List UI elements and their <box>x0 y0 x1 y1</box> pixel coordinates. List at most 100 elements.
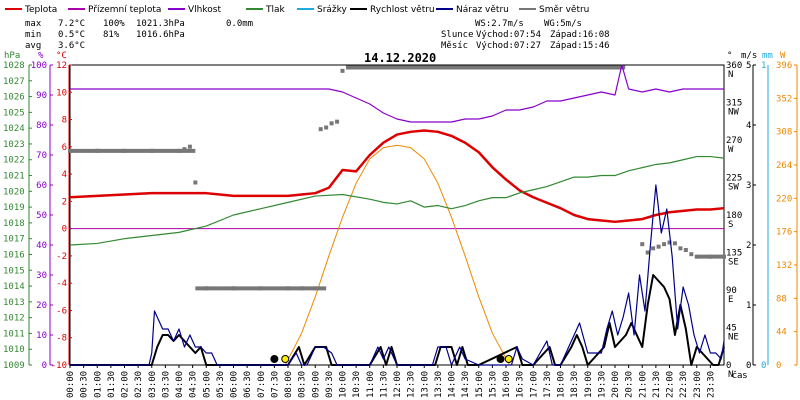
y-tick-rain: 1 <box>761 61 766 71</box>
stat-avg-temp: 3.6°C <box>58 41 85 51</box>
series-rychlost-větru <box>70 274 725 366</box>
y-tick-solar: 220 <box>776 194 792 204</box>
y-tick-temperature: 6 <box>62 143 67 153</box>
wind-direction-point <box>335 119 340 124</box>
y-tick-hpa: 1020 <box>3 187 25 197</box>
y-tick-humidity: 20 <box>36 301 47 311</box>
y-tick-solar: 0 <box>776 361 781 371</box>
x-tick-label: 17:30 <box>543 371 553 398</box>
wind-gust-info: WG:5m/s <box>544 19 582 29</box>
x-tick-label: 19:30 <box>597 371 607 398</box>
y-tick-wind-speed: 2 <box>746 241 751 251</box>
y-tick-direction: 225 <box>726 174 742 184</box>
legend-entry: Tlak <box>265 5 286 15</box>
x-tick-label: 13:00 <box>420 371 430 398</box>
y-tick-solar: 44 <box>776 328 787 338</box>
y-tick-hpa: 1026 <box>3 93 25 103</box>
y-tick-hpa: 1017 <box>3 235 25 245</box>
x-tick-label: 11:00 <box>366 371 376 398</box>
y-tick-temperature: -10 <box>51 361 67 371</box>
wind-direction-point <box>678 246 683 251</box>
y-tick-direction-compass: N <box>728 70 733 80</box>
y-tick-temperature: -4 <box>56 279 67 289</box>
moonrise-marker <box>270 355 279 363</box>
x-tick-label: 15:00 <box>475 371 485 398</box>
y-tick-hpa: 1028 <box>3 61 25 71</box>
series-náraz-větru <box>70 184 725 366</box>
y-tick-hpa: 1014 <box>3 282 25 292</box>
y-tick-hpa: 1027 <box>3 77 25 87</box>
x-tick-label: 16:00 <box>502 371 512 398</box>
x-tick-label: 00:30 <box>80 371 90 398</box>
stat-min-pressure: 1016.6hPa <box>136 30 185 40</box>
x-tick-label: 08:00 <box>284 371 294 398</box>
legend: Teplota Přízemní teplota Vlhkost Tlak Srážky… <box>5 5 589 15</box>
axis-unit-temp: °C <box>56 51 67 61</box>
x-tick-label: 22:00 <box>666 371 676 398</box>
y-tick-humidity: 100 <box>31 61 47 71</box>
wind-direction-point <box>683 248 688 252</box>
wind-direction-point <box>651 246 656 251</box>
y-tick-temperature: 0 <box>62 225 67 235</box>
wind-direction-point <box>662 242 667 247</box>
y-tick-wind-speed: 4 <box>746 121 751 131</box>
wind-direction-point <box>318 127 323 132</box>
legend-entry: Směr větru <box>539 5 589 15</box>
x-tick-label: 17:00 <box>529 371 539 398</box>
y-tick-wind-speed: 3 <box>746 181 751 191</box>
x-tick-label: 02:00 <box>121 371 131 398</box>
y-tick-humidity: 90 <box>36 91 47 101</box>
series-solar <box>284 144 510 366</box>
y-tick-direction: 270 <box>726 136 742 146</box>
y-tick-humidity: 40 <box>36 241 47 251</box>
x-tick-label: 18:30 <box>570 371 580 398</box>
y-tick-temperature: -2 <box>56 252 67 262</box>
x-tick-label: 10:00 <box>339 371 349 398</box>
x-tick-label: 01:00 <box>93 371 103 398</box>
y-tick-direction-compass: S <box>728 220 733 230</box>
x-tick-label: 05:00 <box>202 371 212 398</box>
x-tick-label: 22:30 <box>679 371 689 398</box>
x-tick-label: 00:00 <box>66 371 76 398</box>
stat-avg-label: avg <box>25 41 41 51</box>
axis-unit-dir: ° <box>727 51 732 61</box>
wind-direction-point <box>187 144 192 149</box>
y-tick-hpa: 1021 <box>3 172 25 182</box>
x-tick-label: 09:30 <box>325 371 335 398</box>
moon-set: Západ:15:46 <box>550 41 610 51</box>
y-tick-humidity: 70 <box>36 151 47 161</box>
y-tick-humidity: 80 <box>36 121 47 131</box>
y-tick-temperature: 2 <box>62 197 67 207</box>
x-tick-label: 08:30 <box>298 371 308 398</box>
x-tick-label: 14:00 <box>448 371 458 398</box>
wind-direction-point <box>645 250 650 255</box>
y-tick-hpa: 1023 <box>3 140 25 150</box>
x-tick-label: 04:30 <box>189 371 199 398</box>
y-tick-hpa: 1025 <box>3 108 25 118</box>
x-tick-label: 20:30 <box>625 371 635 398</box>
y-tick-direction-compass: SE <box>728 258 739 268</box>
legend-entry: Vlhkost <box>188 5 221 15</box>
y-tick-hpa: 1009 <box>3 361 25 371</box>
wind-direction-point <box>340 68 345 73</box>
y-tick-rain: 0 <box>761 361 766 371</box>
y-tick-temperature: -6 <box>56 306 67 316</box>
x-tick-label: 23:00 <box>693 371 703 398</box>
x-tick-label: 10:30 <box>352 371 362 398</box>
x-tick-label: 13:30 <box>434 371 444 398</box>
wind-speed-info: WS:2.7m/s <box>475 19 524 29</box>
axis-unit-pct: % <box>38 51 44 61</box>
wind-direction-point <box>656 244 661 249</box>
x-tick-label: 06:00 <box>230 371 240 398</box>
x-tick-label: 03:00 <box>148 371 158 398</box>
sunrise-marker <box>281 355 290 363</box>
series-teplota <box>69 129 725 224</box>
x-tick-label: 15:30 <box>488 371 498 398</box>
axes: hPa% °C ° m/s mm W100910101011101210131014101… <box>3 51 798 380</box>
x-axis: 00:00 00:30 01:00 01:30 02:00 02:30 03:00 03:30… <box>66 365 716 398</box>
x-axis-label: čas <box>732 370 747 381</box>
y-tick-temperature: 4 <box>62 170 67 180</box>
axis-unit-hpa: hPa <box>4 51 20 61</box>
legend-entry: Náraz větru <box>456 5 509 15</box>
y-tick-humidity: 30 <box>36 271 47 281</box>
